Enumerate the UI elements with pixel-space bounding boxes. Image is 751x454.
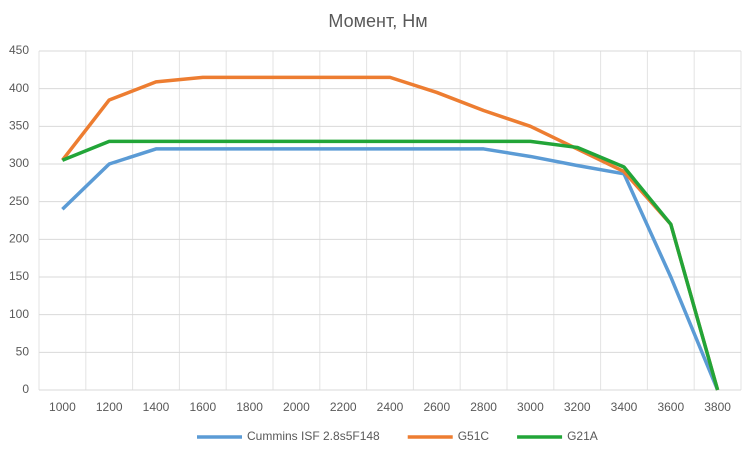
y-tick-label: 350 xyxy=(9,119,29,133)
x-tick-label: 1200 xyxy=(96,400,123,414)
series-line xyxy=(61,75,720,391)
x-tick-label: 3600 xyxy=(657,400,684,414)
x-tick-label: 1800 xyxy=(236,400,263,414)
x-tick-label: 1400 xyxy=(143,400,170,414)
legend-label: G51C xyxy=(458,429,490,443)
y-tick-label: 300 xyxy=(9,156,29,170)
y-tick-label: 200 xyxy=(9,232,29,246)
y-tick-label: 50 xyxy=(16,345,30,359)
x-tick-label: 3000 xyxy=(517,400,544,414)
y-tick-label: 400 xyxy=(9,81,29,95)
y-tick-label: 100 xyxy=(9,307,29,321)
x-tick-label: 2800 xyxy=(470,400,497,414)
chart-title: Момент, Нм xyxy=(328,11,427,31)
legend-label: Cummins ISF 2.8s5F148 xyxy=(247,429,380,443)
y-tick-label: 450 xyxy=(9,43,29,57)
x-tick-label: 2600 xyxy=(423,400,450,414)
y-tick-label: 250 xyxy=(9,194,29,208)
y-tick-label: 150 xyxy=(9,269,29,283)
x-tick-label: 2400 xyxy=(377,400,404,414)
x-tick-label: 1000 xyxy=(49,400,76,414)
x-tick-label: 3200 xyxy=(564,400,591,414)
x-tick-label: 2000 xyxy=(283,400,310,414)
y-tick-label: 0 xyxy=(22,382,29,396)
x-tick-label: 3400 xyxy=(611,400,638,414)
legend-label: G21A xyxy=(567,429,598,443)
x-tick-label: 2200 xyxy=(330,400,357,414)
x-tick-label: 3800 xyxy=(704,400,731,414)
x-tick-label: 1600 xyxy=(189,400,216,414)
series-line xyxy=(61,147,720,391)
series-line xyxy=(61,139,720,391)
